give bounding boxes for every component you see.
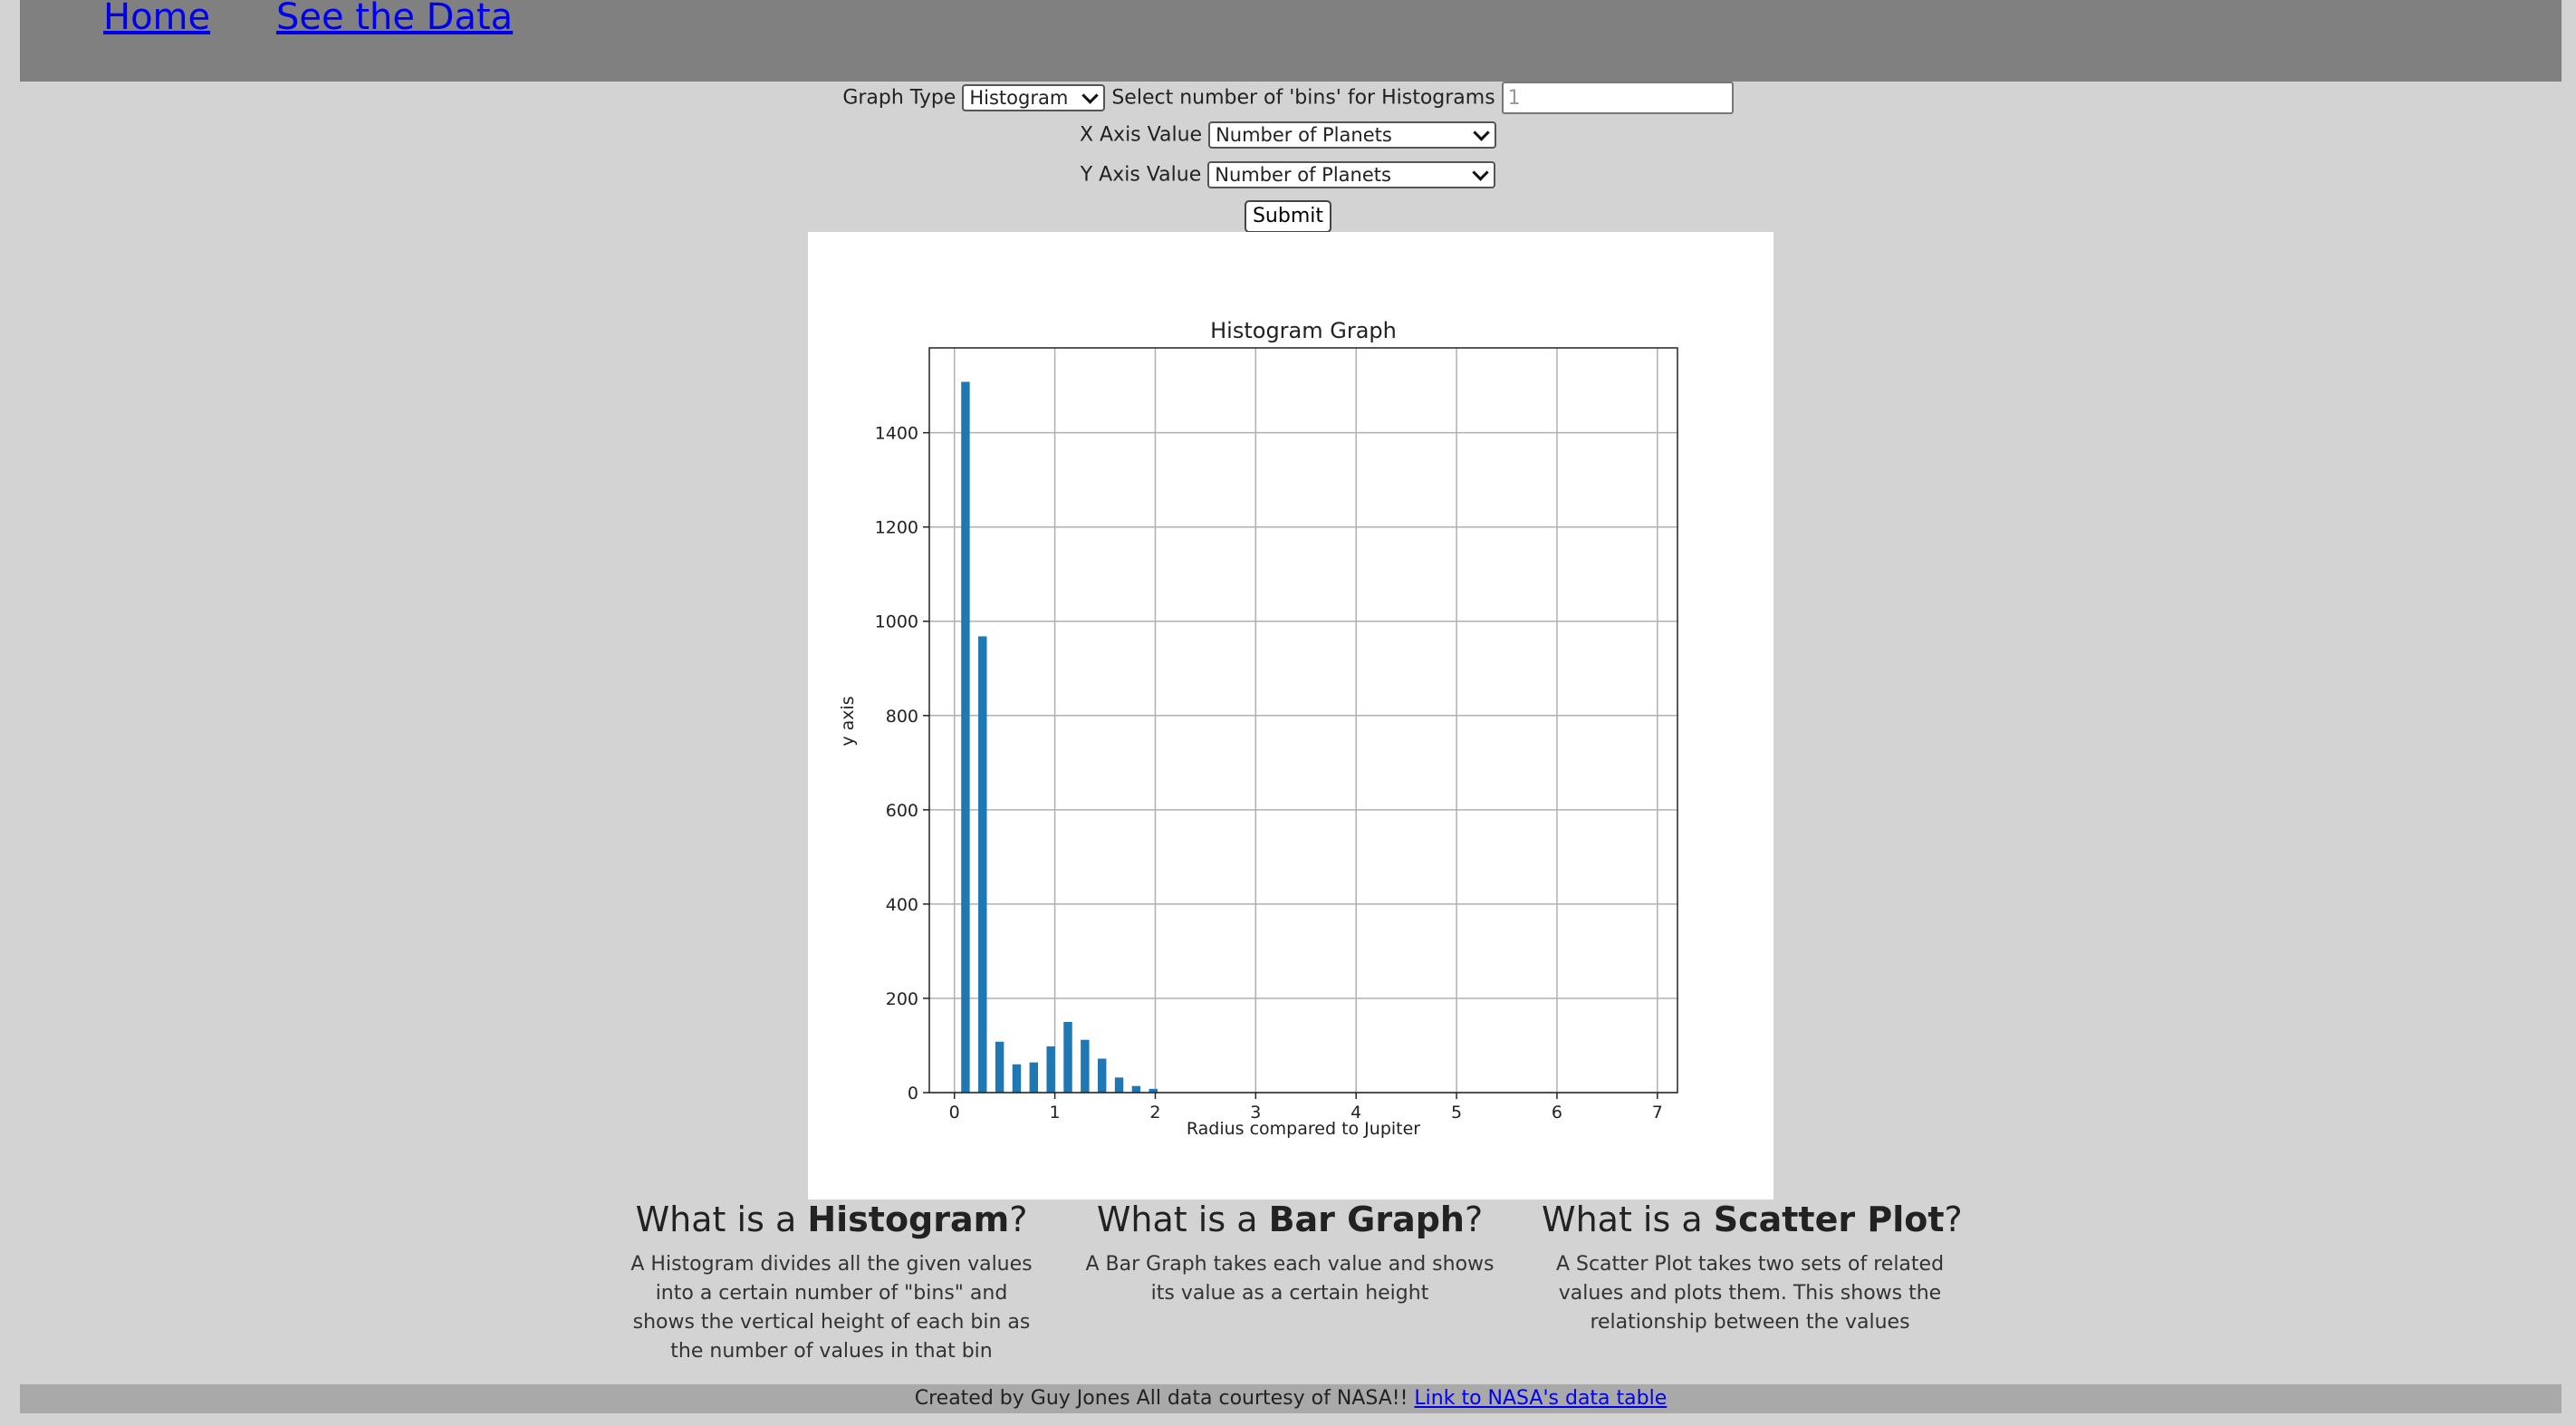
info-heading-term: Bar Graph (1268, 1200, 1465, 1239)
info-heading: What is a Scatter Plot? (1542, 1196, 1963, 1243)
info-heading-term: Histogram (807, 1200, 1010, 1239)
x-tick-label: 5 (1451, 1103, 1462, 1122)
chevron-down-icon (1473, 124, 1490, 141)
submit-button[interactable]: Submit (1244, 200, 1332, 233)
histogram-bar (1081, 1039, 1090, 1093)
x-axis-value: Number of Planets (1216, 124, 1392, 146)
chevron-down-icon (1081, 87, 1100, 104)
x-axis-select[interactable]: Number of Planets (1208, 121, 1497, 149)
x-tick-label: 7 (1652, 1103, 1663, 1122)
chart-title: Histogram Graph (1210, 318, 1397, 343)
y-axis-value: Number of Planets (1215, 164, 1391, 186)
histogram-bar (961, 381, 970, 1093)
y-tick-label: 200 (886, 989, 918, 1009)
info-description: A Histogram divides all the given values… (630, 1253, 1033, 1363)
histogram-bar (1149, 1088, 1158, 1093)
x-axis-title: Radius compared to Jupiter (1187, 1119, 1420, 1139)
footer: Created by Guy Jones All data courtesy o… (20, 1384, 2562, 1413)
histogram-bar (1012, 1064, 1022, 1093)
graph-type-label: Graph Type (842, 86, 956, 110)
bins-label: Select number of 'bins' for Histograms (1111, 86, 1495, 110)
y-axis-title: y axis (838, 696, 858, 746)
info-heading-suffix: ? (1464, 1200, 1484, 1239)
chart-panel: 0 1 2 3 4 5 6 7 0 200 400 600 800 1000 1200 1400 Histog… (808, 232, 1773, 1200)
y-axis-label: Y Axis Value (1080, 163, 1202, 187)
y-tick-label: 1400 (875, 424, 918, 444)
histogram-bar (1029, 1062, 1039, 1093)
info-heading: What is a Histogram? (623, 1196, 1040, 1243)
info-histogram: What is a Histogram? A Histogram divides… (623, 1196, 1040, 1366)
histogram-bar (978, 636, 987, 1093)
info-heading-prefix: What is a (635, 1200, 808, 1239)
histogram-bar (1114, 1077, 1124, 1093)
x-tick-label: 3 (1250, 1103, 1261, 1122)
histogram-bar (1046, 1046, 1055, 1093)
x-tick-label: 1 (1050, 1103, 1061, 1122)
y-tick-label: 1000 (875, 612, 918, 632)
submit-row: Submit (0, 200, 2576, 233)
info-heading-term: Scatter Plot (1713, 1200, 1945, 1239)
nasa-data-link[interactable]: Link to NASA's data table (1414, 1387, 1668, 1410)
nav-home-link[interactable]: Home (103, 0, 211, 38)
info-description: A Scatter Plot takes two sets of related… (1555, 1253, 1945, 1334)
top-navbar: Home See the Data (20, 0, 2562, 82)
info-heading-prefix: What is a (1096, 1200, 1269, 1239)
y-tick-label: 1200 (875, 518, 918, 538)
histogram-bar (995, 1041, 1004, 1093)
y-axis-select[interactable]: Number of Planets (1207, 161, 1496, 188)
info-heading: What is a Bar Graph? (1081, 1196, 1498, 1243)
chevron-down-icon (1472, 164, 1489, 181)
x-tick-label: 0 (949, 1103, 960, 1122)
histogram-bar (1097, 1058, 1107, 1093)
x-axis-row: X Axis Value Number of Planets (0, 121, 2576, 149)
info-scatter-plot: What is a Scatter Plot? A Scatter Plot t… (1542, 1196, 1963, 1337)
nav-see-data-link[interactable]: See the Data (276, 0, 514, 38)
info-heading-suffix: ? (1944, 1200, 1963, 1239)
histogram-chart: 0 1 2 3 4 5 6 7 0 200 400 600 800 1000 1200 1400 Histog… (838, 318, 1678, 1139)
histogram-bar (1131, 1085, 1141, 1093)
y-tick-label: 600 (886, 801, 918, 821)
y-tick-label: 400 (886, 895, 918, 915)
info-description: A Bar Graph takes each value and shows i… (1085, 1253, 1495, 1305)
x-tick-label: 4 (1350, 1103, 1361, 1122)
info-heading-suffix: ? (1009, 1200, 1028, 1239)
y-axis-row: Y Axis Value Number of Planets (0, 161, 2576, 188)
y-tick-label: 800 (886, 707, 918, 727)
graph-type-row: Graph Type Histogram Select number of 'b… (0, 82, 2576, 114)
graph-type-value: Histogram (969, 87, 1069, 109)
histogram-bar (1063, 1021, 1072, 1093)
plot-frame (928, 347, 1678, 1094)
info-bar-graph: What is a Bar Graph? A Bar Graph takes e… (1081, 1196, 1498, 1308)
x-axis-label: X Axis Value (1079, 123, 1203, 147)
graph-type-select[interactable]: Histogram (962, 84, 1106, 111)
info-heading-prefix: What is a (1542, 1200, 1714, 1239)
y-tick-label: 0 (908, 1084, 918, 1103)
x-tick-label: 6 (1552, 1103, 1562, 1122)
footer-text: Created by Guy Jones All data courtesy o… (914, 1387, 1415, 1410)
bins-input[interactable]: 1 (1501, 82, 1734, 114)
x-tick-label: 2 (1149, 1103, 1160, 1122)
